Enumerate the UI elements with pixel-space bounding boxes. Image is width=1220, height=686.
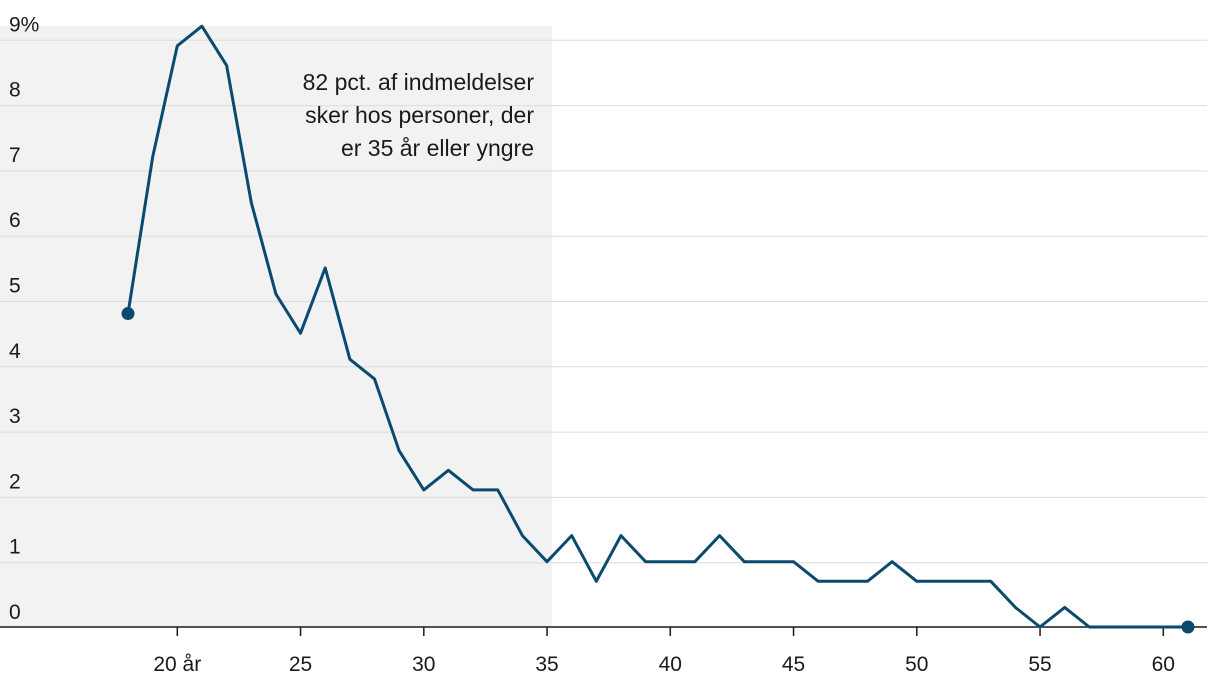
y-tick-label: 9% bbox=[9, 13, 39, 36]
x-axis-labels: 20 år 25 30 35 40 45 50 55 60 bbox=[153, 627, 1175, 676]
y-tick-label: 0 bbox=[9, 601, 21, 624]
series-line bbox=[126, 24, 1188, 629]
x-tick-label: 35 bbox=[535, 653, 558, 676]
highlight-region bbox=[0, 26, 553, 627]
end-point-marker bbox=[1181, 620, 1195, 634]
y-tick-label: 6 bbox=[9, 209, 21, 232]
annotation-line-1: 82 pct. af indmeldelser bbox=[303, 69, 535, 95]
x-tick-label: 45 bbox=[782, 653, 805, 676]
data-points bbox=[121, 307, 1195, 634]
y-tick-label: 2 bbox=[9, 470, 21, 493]
x-tick-label: 25 bbox=[289, 653, 312, 676]
annotation-line-2: sker hos personer, der bbox=[305, 102, 534, 128]
start-point-marker bbox=[121, 307, 135, 321]
y-tick-label: 5 bbox=[9, 275, 21, 298]
x-tick-label: 20 år bbox=[153, 653, 201, 676]
y-tick-label: 7 bbox=[9, 144, 21, 167]
y-tick-label: 3 bbox=[9, 405, 21, 428]
y-axis-labels: 0 1 2 3 4 5 6 7 8 9% bbox=[9, 13, 39, 624]
gridlines bbox=[0, 39, 1207, 564]
x-tick-label: 55 bbox=[1028, 653, 1051, 676]
annotation-line-3: er 35 år eller yngre bbox=[341, 135, 534, 161]
annotation: 82 pct. af indmeldelser sker hos persone… bbox=[303, 69, 535, 161]
x-tick-label: 50 bbox=[905, 653, 928, 676]
y-tick-label: 4 bbox=[9, 340, 21, 363]
x-tick-label: 30 bbox=[412, 653, 435, 676]
y-tick-label: 8 bbox=[9, 79, 21, 102]
y-tick-label: 1 bbox=[9, 536, 21, 559]
x-tick-label: 40 bbox=[659, 653, 682, 676]
x-tick-label: 60 bbox=[1152, 653, 1175, 676]
